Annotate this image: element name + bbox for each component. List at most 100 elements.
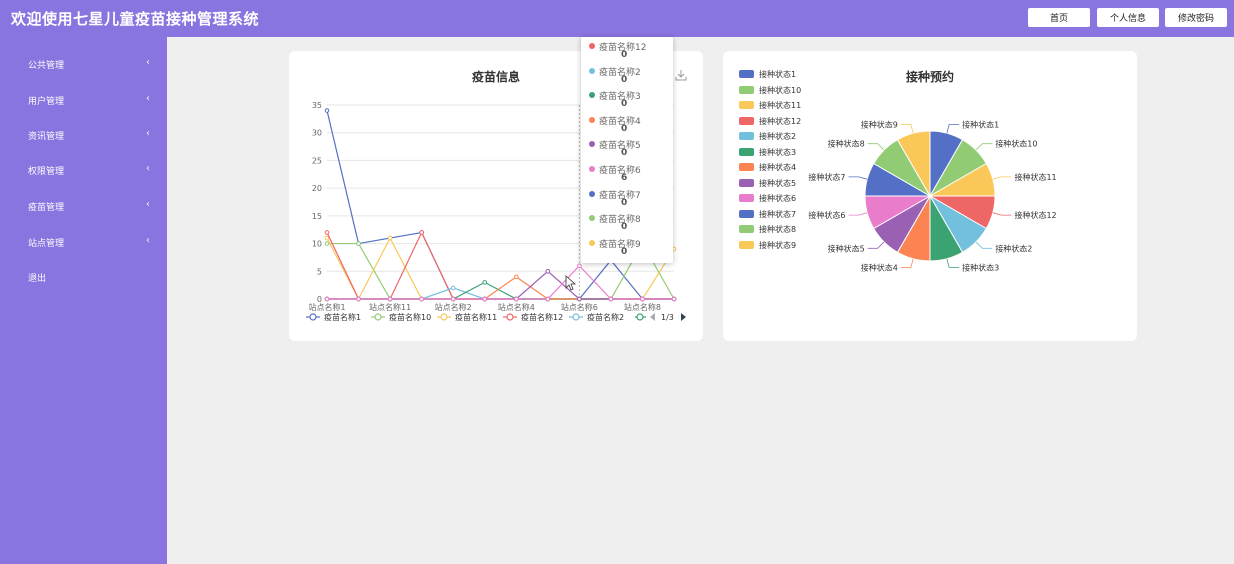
legend-label: 接种状态1 bbox=[759, 70, 797, 79]
sidebar-item-5[interactable]: 疫苗管理 ‹ bbox=[0, 196, 167, 216]
legend-item[interactable]: 接种状态5 bbox=[739, 178, 796, 189]
legend-swatch bbox=[739, 163, 754, 171]
tooltip-series-name: 疫苗名称3 bbox=[599, 92, 641, 103]
legend-swatch bbox=[739, 116, 754, 125]
sidebar-item-4[interactable]: 权限管理 ‹ bbox=[0, 160, 167, 180]
sidebar-item-3[interactable]: 资讯管理 ‹ bbox=[0, 125, 167, 145]
chevron-left-icon: ‹ bbox=[146, 199, 150, 210]
tooltip-row: 疫苗名称7 bbox=[589, 188, 641, 201]
tooltip-series-name: 疫苗名称5 bbox=[599, 141, 641, 152]
series-dot-icon bbox=[589, 166, 595, 172]
series-dot-icon bbox=[589, 92, 595, 99]
chart-tooltip: 疫苗名称12 0 疫苗名称2 0 疫苗名称3 0 疫苗名称4 0 疫苗名称5 0 疫苗名称6 6 疫苗名… bbox=[581, 37, 673, 263]
legend-label: 接种状态5 bbox=[759, 178, 797, 188]
vaccine-info-title: 疫苗信息 bbox=[472, 70, 521, 84]
sidebar-item-label: 站点管理 bbox=[28, 239, 65, 249]
legend-item[interactable]: 接种状态3 bbox=[739, 147, 796, 158]
tooltip-value: 0 bbox=[621, 123, 628, 134]
tooltip-row: 疫苗名称5 bbox=[589, 138, 641, 151]
sidebar-item-label: 权限管理 bbox=[28, 167, 65, 177]
legend-item[interactable]: 接种状态6 bbox=[739, 193, 796, 204]
legend-swatch bbox=[739, 209, 754, 218]
sidebar-item-label: 用户管理 bbox=[28, 97, 65, 107]
tooltip-value: 0 bbox=[621, 50, 628, 60]
series-dot-icon bbox=[589, 116, 595, 123]
series-dot-icon bbox=[589, 215, 595, 222]
sidebar-item-label: 疫苗管理 bbox=[28, 203, 65, 213]
chevron-left-icon: ‹ bbox=[146, 128, 150, 139]
legend-item[interactable]: 接种状态9 bbox=[739, 240, 796, 251]
tooltip-row: 疫苗名称8 bbox=[589, 212, 641, 225]
tooltip-row: 疫苗名称12 bbox=[589, 40, 646, 53]
legend-label: 接种状态7 bbox=[759, 209, 797, 219]
tooltip-value: 0 bbox=[621, 222, 628, 233]
series-dot-icon bbox=[589, 43, 595, 49]
legend-item[interactable]: 接种状态4 bbox=[739, 162, 796, 173]
tooltip-series-name: 疫苗名称7 bbox=[599, 190, 641, 201]
sidebar-item-7[interactable]: 退出 bbox=[0, 267, 167, 287]
change-password-button[interactable]: 修改密码 bbox=[1165, 8, 1227, 27]
tooltip-row: 疫苗名称9 bbox=[589, 237, 641, 250]
legend-swatch bbox=[739, 194, 754, 202]
tooltip-value: 0 bbox=[621, 99, 628, 110]
legend-swatch bbox=[739, 240, 754, 249]
series-dot-icon bbox=[589, 190, 595, 197]
legend-swatch bbox=[739, 101, 754, 109]
chevron-left-icon: ‹ bbox=[146, 163, 150, 174]
legend-swatch bbox=[739, 132, 754, 140]
sidebar-item-label: 资讯管理 bbox=[28, 132, 65, 142]
legend-label: 接种状态11 bbox=[759, 101, 802, 110]
legend-swatch bbox=[739, 85, 754, 94]
chevron-left-icon: ‹ bbox=[146, 235, 150, 246]
top-bar: 欢迎使用七星儿童疫苗接种管理系统 首页 个人信息 修改密码 bbox=[0, 0, 1234, 37]
tooltip-value: 0 bbox=[621, 74, 628, 85]
appointment-title: 接种预约 bbox=[906, 70, 955, 84]
tooltip-row: 疫苗名称2 bbox=[589, 65, 641, 78]
chevron-left-icon: ‹ bbox=[146, 57, 150, 68]
tooltip-series-name: 疫苗名称12 bbox=[599, 43, 647, 53]
legend-swatch bbox=[739, 147, 754, 156]
tooltip-value: 0 bbox=[621, 246, 628, 257]
download-icon[interactable] bbox=[675, 69, 687, 84]
legend-label: 接种状态6 bbox=[759, 194, 797, 203]
tooltip-series-name: 疫苗名称4 bbox=[599, 116, 641, 127]
legend-label: 接种状态4 bbox=[759, 163, 797, 172]
profile-button[interactable]: 个人信息 bbox=[1097, 8, 1159, 27]
sidebar-item-label: 退出 bbox=[28, 274, 47, 284]
legend-item[interactable]: 接种状态2 bbox=[739, 131, 796, 142]
legend-item[interactable]: 接种状态12 bbox=[739, 116, 801, 127]
sidebar-item-2[interactable]: 用户管理 ‹ bbox=[0, 90, 167, 110]
legend-label: 接种状态3 bbox=[759, 147, 797, 157]
series-dot-icon bbox=[589, 67, 595, 74]
chevron-left-icon: ‹ bbox=[146, 93, 150, 104]
tooltip-row: 疫苗名称6 bbox=[589, 163, 641, 176]
legend-swatch bbox=[739, 70, 754, 78]
tooltip-row: 疫苗名称3 bbox=[589, 89, 641, 102]
legend-item[interactable]: 接种状态1 bbox=[739, 69, 796, 80]
sidebar-item-label: 公共管理 bbox=[28, 61, 65, 71]
legend-item[interactable]: 接种状态10 bbox=[739, 85, 801, 96]
tooltip-series-name: 疫苗名称6 bbox=[599, 166, 641, 176]
legend-label: 接种状态10 bbox=[759, 85, 802, 95]
sidebar bbox=[0, 37, 167, 564]
home-button[interactable]: 首页 bbox=[1028, 8, 1090, 27]
legend-label: 接种状态2 bbox=[759, 132, 797, 141]
legend-swatch bbox=[739, 178, 754, 187]
tooltip-value: 0 bbox=[621, 148, 628, 159]
tooltip-series-name: 疫苗名称9 bbox=[599, 239, 641, 250]
legend-item[interactable]: 接种状态11 bbox=[739, 100, 801, 111]
sidebar-item-6[interactable]: 站点管理 ‹ bbox=[0, 232, 167, 252]
legend-swatch bbox=[739, 225, 754, 233]
tooltip-row: 疫苗名称4 bbox=[589, 114, 641, 127]
legend-item[interactable]: 接种状态7 bbox=[739, 209, 796, 220]
legend-label: 接种状态12 bbox=[759, 116, 802, 126]
tooltip-series-name: 疫苗名称8 bbox=[599, 215, 641, 226]
legend-label: 接种状态9 bbox=[759, 240, 797, 250]
sidebar-item-1[interactable]: 公共管理 ‹ bbox=[0, 54, 167, 74]
series-dot-icon bbox=[589, 239, 595, 246]
series-dot-icon bbox=[589, 141, 595, 148]
app-title: 欢迎使用七星儿童疫苗接种管理系统 bbox=[11, 10, 260, 28]
tooltip-value: 6 bbox=[621, 173, 628, 183]
legend-item[interactable]: 接种状态8 bbox=[739, 224, 796, 235]
tooltip-series-name: 疫苗名称2 bbox=[599, 67, 641, 78]
